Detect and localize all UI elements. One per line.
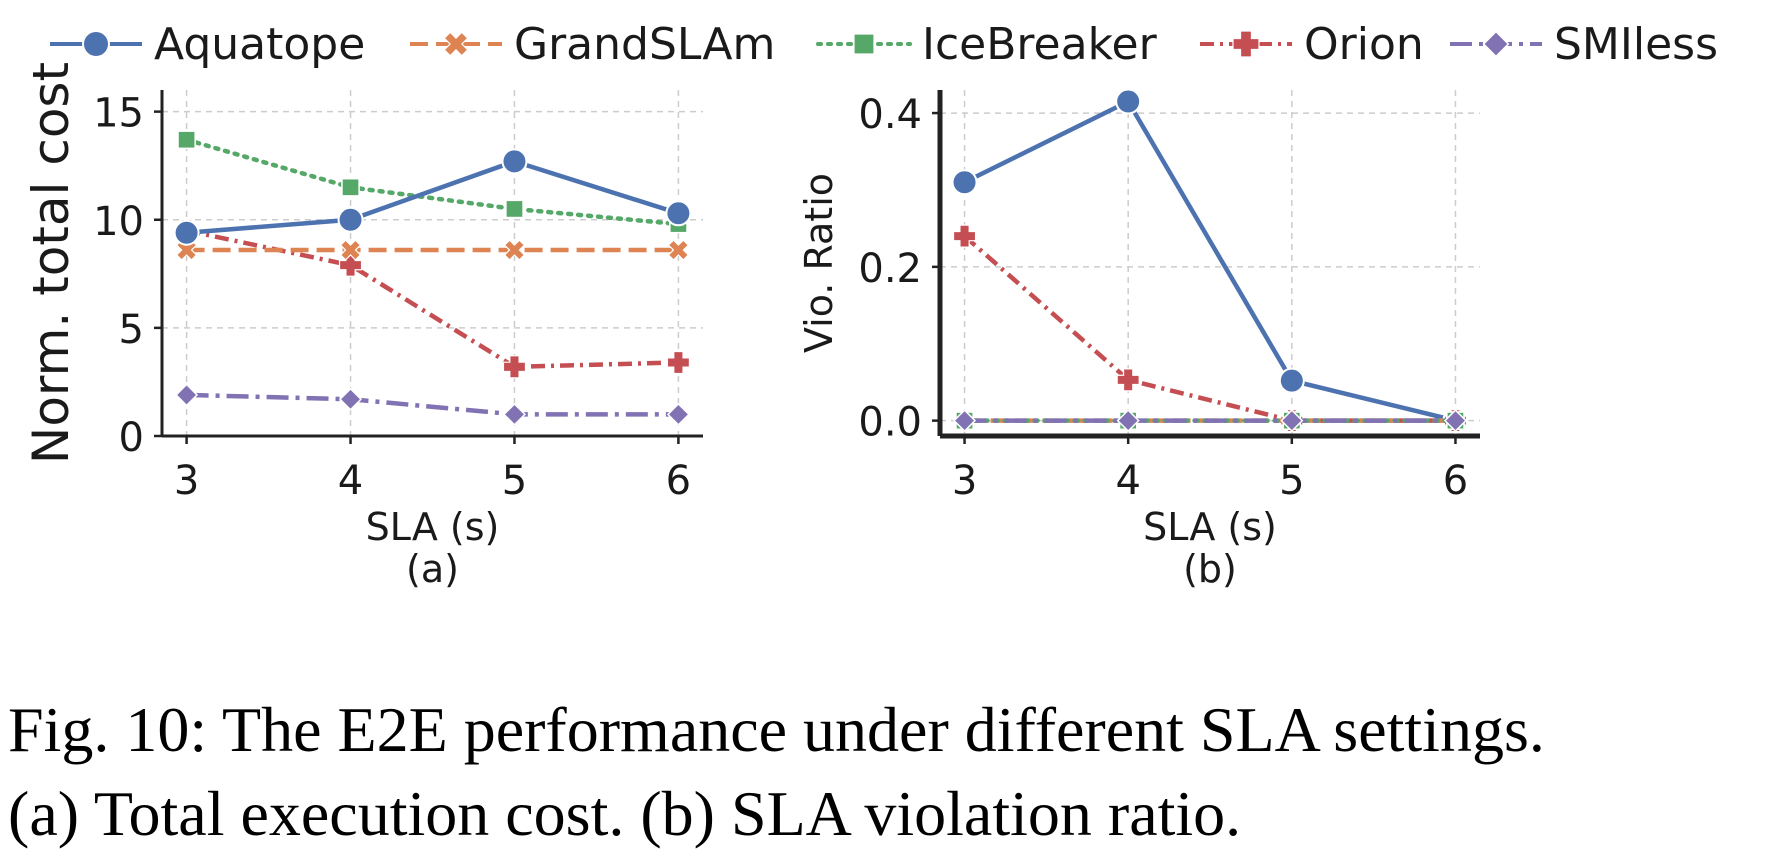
data-point-smiless xyxy=(666,402,690,426)
x-tick-label: 3 xyxy=(952,458,977,504)
y-axis-label: Norm. total cost xyxy=(22,62,80,464)
x-tick-label: 5 xyxy=(502,458,527,504)
data-point-smiless xyxy=(1116,409,1140,433)
legend-label-grandslam: GrandSLAm xyxy=(514,19,775,70)
x-axis-label: SLA (s) xyxy=(366,505,500,549)
panel-a-chart: 0 5 10 15 3 4 5 6 SLA (s)(a) Norm. total cost xyxy=(22,62,703,591)
legend-marker-icebreaker xyxy=(853,33,875,55)
data-point-aquatope xyxy=(1278,367,1305,394)
data-point-aquatope xyxy=(501,148,528,175)
panel-b-chart: 0.0 0.2 0.4 3 4 5 6 SLA (s)(b) Vio. Ratio xyxy=(797,88,1480,591)
data-point-orion xyxy=(502,355,527,379)
legend-marker-orion xyxy=(1232,30,1260,58)
data-point-grandslam xyxy=(339,239,362,261)
data-point-orion xyxy=(1116,368,1140,392)
x-tick-label: 3 xyxy=(174,458,199,504)
data-point-smiless xyxy=(175,383,199,407)
data-point-smiless xyxy=(1280,409,1304,433)
legend-item-orion: Orion xyxy=(1200,19,1424,70)
y-tick-label: 15 xyxy=(93,91,144,137)
series-line-smiless xyxy=(186,392,679,417)
y-tick-label: 5 xyxy=(119,307,144,353)
data-point-smiless xyxy=(339,387,363,411)
series-smiless xyxy=(953,409,1467,433)
x-tick-label: 4 xyxy=(1115,458,1140,504)
series-line-orion xyxy=(186,228,679,370)
data-point-orion xyxy=(666,350,691,375)
data-point-aquatope xyxy=(665,200,692,227)
x-axis-label: SLA (s) xyxy=(1143,505,1277,549)
series-icebreaker xyxy=(177,130,688,234)
data-point-aquatope xyxy=(951,169,978,196)
data-point-aquatope xyxy=(337,206,364,233)
data-point-icebreaker xyxy=(505,199,524,219)
legend-marker-grandslam xyxy=(443,31,469,57)
data-point-smiless xyxy=(1443,409,1467,433)
caption-line-2: (a) Total execution cost. (b) SLA violat… xyxy=(8,778,1242,849)
data-point-smiless xyxy=(953,409,977,433)
legend: Aquatope GrandSLAm IceBreaker Orion SMIless xyxy=(50,19,1718,70)
grid-lines xyxy=(940,90,1480,436)
x-tick-label: 6 xyxy=(666,458,691,504)
data-point-orion xyxy=(952,224,977,248)
y-tick-label: 0.2 xyxy=(858,246,922,292)
data-point-smiless xyxy=(502,402,526,426)
x-tick-label: 4 xyxy=(338,458,363,504)
y-tick-label: 0.0 xyxy=(858,400,922,446)
legend-item-grandslam: GrandSLAm xyxy=(410,19,775,70)
series-orion xyxy=(174,218,691,379)
legend-label-orion: Orion xyxy=(1304,19,1424,70)
legend-marker-smiless xyxy=(1482,30,1510,58)
legend-marker-aquatope xyxy=(82,30,110,58)
panel-label: (b) xyxy=(1183,547,1237,591)
data-point-icebreaker xyxy=(341,177,360,197)
series-line-aquatope xyxy=(186,159,680,235)
data-point-aquatope xyxy=(1115,88,1142,115)
series-line-icebreaker xyxy=(184,137,681,227)
y-tick-label: 0.4 xyxy=(858,92,922,138)
series-orion xyxy=(952,224,1468,433)
legend-label-icebreaker: IceBreaker xyxy=(922,19,1158,70)
y-axis-label: Vio. Ratio xyxy=(797,173,841,353)
data-point-orion xyxy=(338,253,363,277)
figure-caption: Fig. 10: The E2E performance under diffe… xyxy=(8,688,1788,856)
figure: Aquatope GrandSLAm IceBreaker Orion SMIless … xyxy=(22,19,1718,591)
data-point-grandslam xyxy=(503,239,526,261)
data-point-icebreaker xyxy=(177,130,196,150)
panel-label: (a) xyxy=(406,547,459,591)
x-tick-label: 5 xyxy=(1279,458,1304,504)
grid-lines xyxy=(162,90,703,437)
series-line-orion xyxy=(963,234,1456,423)
data-point-grandslam xyxy=(667,239,690,261)
caption-line-1: Fig. 10: The E2E performance under diffe… xyxy=(8,694,1545,765)
legend-item-icebreaker: IceBreaker xyxy=(816,19,1158,70)
data-point-aquatope xyxy=(173,219,200,246)
y-tick-label: 10 xyxy=(93,199,144,245)
x-tick-label: 6 xyxy=(1443,458,1468,504)
series-line-aquatope xyxy=(963,99,1456,423)
series-aquatope xyxy=(173,148,692,246)
series-grandslam xyxy=(175,239,690,261)
legend-label-smiless: SMIless xyxy=(1554,19,1718,70)
legend-item-aquatope: Aquatope xyxy=(50,19,365,70)
series-smiless xyxy=(175,383,690,426)
legend-label-aquatope: Aquatope xyxy=(154,19,365,70)
y-tick-label: 0 xyxy=(119,415,144,461)
legend-item-smiless: SMIless xyxy=(1450,19,1718,70)
series-aquatope xyxy=(951,88,1469,434)
